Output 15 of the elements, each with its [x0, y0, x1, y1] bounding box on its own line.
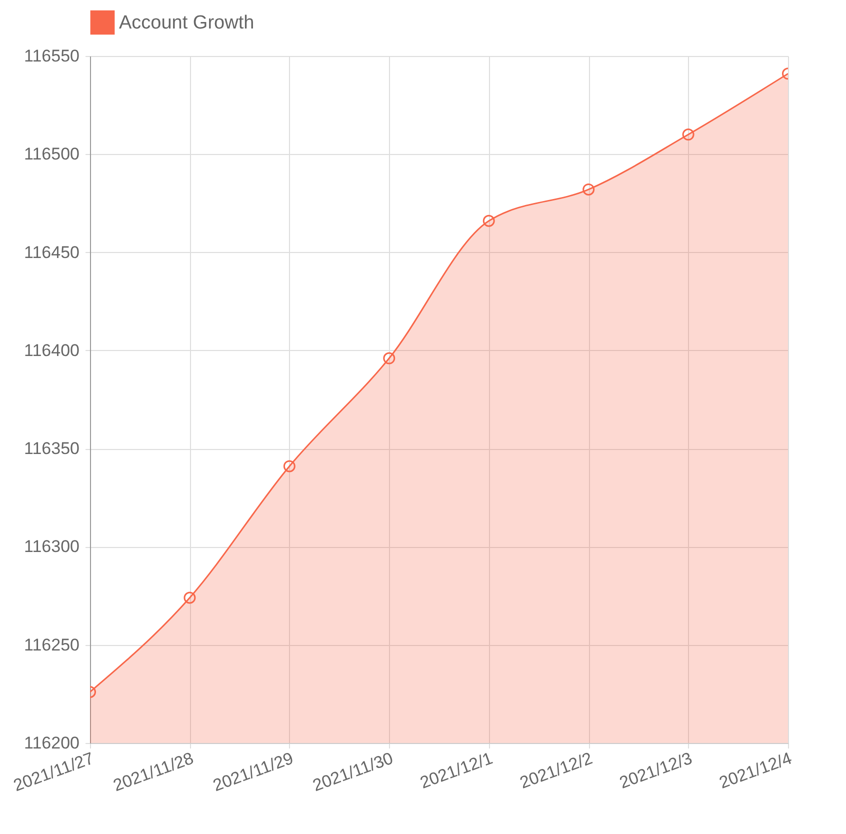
y-tick-label: 116250: [24, 635, 80, 654]
point: [184, 592, 196, 604]
legend-label: Account Growth: [119, 12, 254, 34]
y-tick-label: 116300: [24, 537, 80, 556]
point: [582, 183, 595, 196]
point: [283, 460, 296, 472]
y-tick-label: 116400: [24, 340, 80, 360]
point: [383, 352, 396, 364]
point: [682, 128, 694, 140]
y-tick-label: 116550: [24, 46, 80, 66]
y-tick-label: 116350: [24, 439, 80, 458]
y-tick-label: 116500: [24, 144, 80, 164]
y-tick-label: 116200: [24, 734, 80, 752]
point: [482, 214, 495, 227]
y-tick-label: 116450: [24, 242, 80, 262]
